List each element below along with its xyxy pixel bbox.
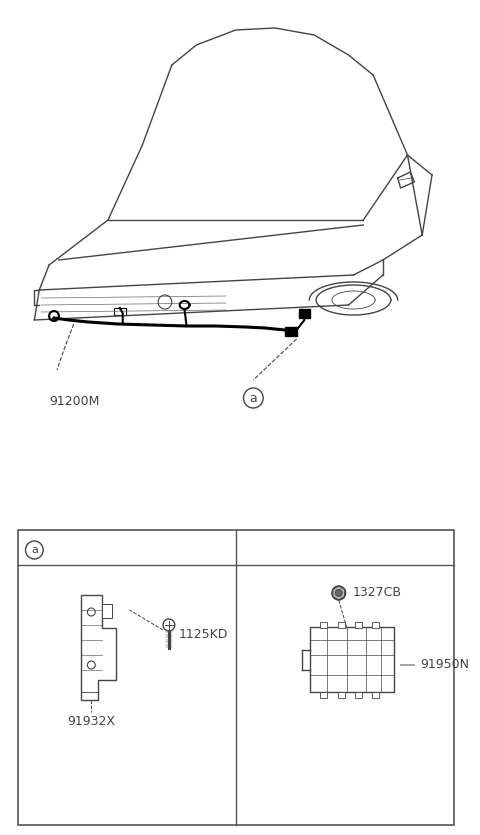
Circle shape: [332, 586, 346, 600]
Text: 91932X: 91932X: [67, 715, 115, 728]
Bar: [338, 622, 345, 628]
Text: 1327CB: 1327CB: [352, 586, 401, 600]
Bar: [102, 604, 112, 618]
Bar: [320, 622, 327, 628]
Bar: [18, 530, 454, 825]
Text: 91950N: 91950N: [420, 659, 469, 671]
Bar: [310, 627, 394, 692]
Text: a: a: [31, 545, 38, 555]
Bar: [320, 692, 327, 698]
Text: 1125KD: 1125KD: [179, 629, 228, 641]
Text: a: a: [250, 392, 257, 404]
Bar: [300, 309, 310, 318]
Bar: [355, 622, 362, 628]
Bar: [355, 692, 362, 698]
Bar: [338, 692, 345, 698]
Polygon shape: [81, 595, 116, 700]
Bar: [372, 622, 379, 628]
Bar: [372, 692, 379, 698]
Bar: [285, 327, 297, 336]
Circle shape: [336, 590, 342, 596]
Text: 91200M: 91200M: [49, 395, 99, 408]
Bar: [114, 308, 126, 315]
